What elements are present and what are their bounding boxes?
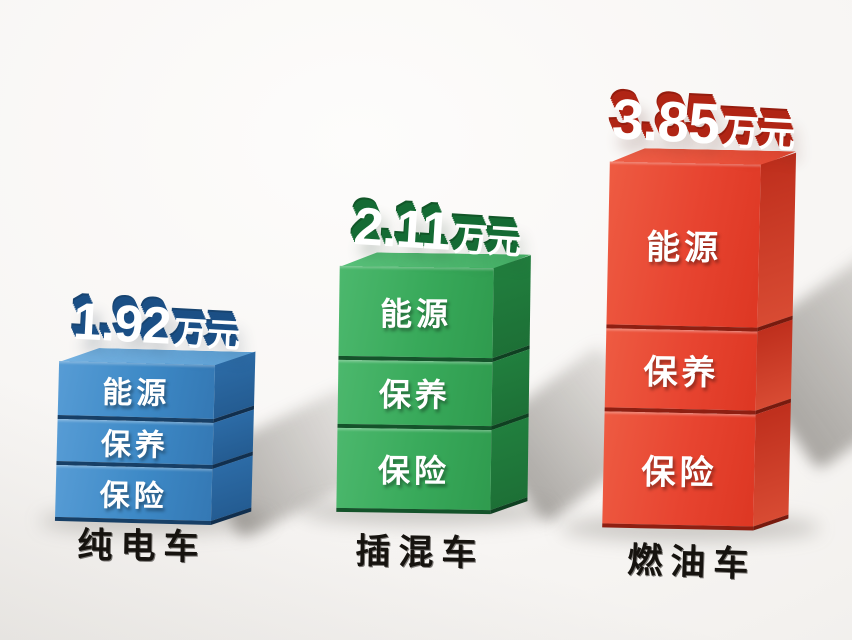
segment-label: 保险 (640, 453, 718, 492)
value-unit: 万元 (721, 111, 797, 156)
value-label-ice: 3.85万元 (587, 87, 822, 159)
segment-label: 保险 (377, 452, 450, 490)
segment-label: 能源 (379, 295, 453, 333)
segment-front-face: 能源 (606, 161, 761, 332)
segment-maintenance: 保养 (337, 349, 530, 431)
segment-front-face: 保养 (337, 359, 493, 431)
segment-maintenance: 保养 (604, 319, 793, 415)
segment-label: 能源 (102, 376, 171, 411)
stacked-bar-phev: 能源 保养 保险 (336, 255, 531, 515)
segment-label: 保养 (100, 428, 170, 463)
segment-label: 能源 (645, 228, 722, 268)
stacked-bar-ice: 能源 保养 保险 (602, 152, 797, 531)
segment-energy: 能源 (606, 152, 797, 332)
category-label-phev: 插混车 (355, 531, 485, 574)
segment-label: 保养 (642, 353, 720, 393)
segment-side-face (755, 319, 793, 415)
value-number: 1.92 (71, 292, 172, 356)
value-number: 3.85 (610, 87, 721, 157)
segment-front-face: 能源 (57, 360, 216, 424)
value-unit: 万元 (452, 220, 523, 263)
category-label-ice: 燃油车 (626, 540, 758, 585)
segment-maintenance: 保养 (56, 409, 254, 470)
segment-front-face: 保养 (56, 418, 214, 470)
segment-energy: 能源 (57, 351, 256, 424)
segment-side-face (492, 255, 531, 363)
segment-label: 保险 (99, 479, 168, 514)
segment-insurance: 保险 (602, 402, 791, 531)
segment-label: 保养 (378, 376, 452, 414)
value-unit: 万元 (173, 314, 242, 356)
value-number: 2.11 (352, 196, 452, 262)
segment-energy: 能源 (338, 255, 531, 363)
segment-front-face: 保养 (604, 328, 758, 415)
segment-side-face (753, 402, 791, 531)
segment-side-face (490, 417, 529, 515)
segment-side-face (757, 152, 797, 332)
segment-insurance: 保险 (336, 417, 529, 515)
stacked-bar-pure-ev: 能源 保养 保险 (54, 351, 256, 526)
category-label-pure-ev: 纯电车 (77, 525, 207, 568)
value-label-pure-ev: 1.92万元 (41, 292, 273, 358)
segment-front-face: 保险 (336, 427, 492, 515)
value-label-phev: 2.11万元 (325, 196, 552, 265)
segment-front-face: 保险 (602, 411, 756, 531)
segment-front-face: 能源 (338, 265, 494, 363)
